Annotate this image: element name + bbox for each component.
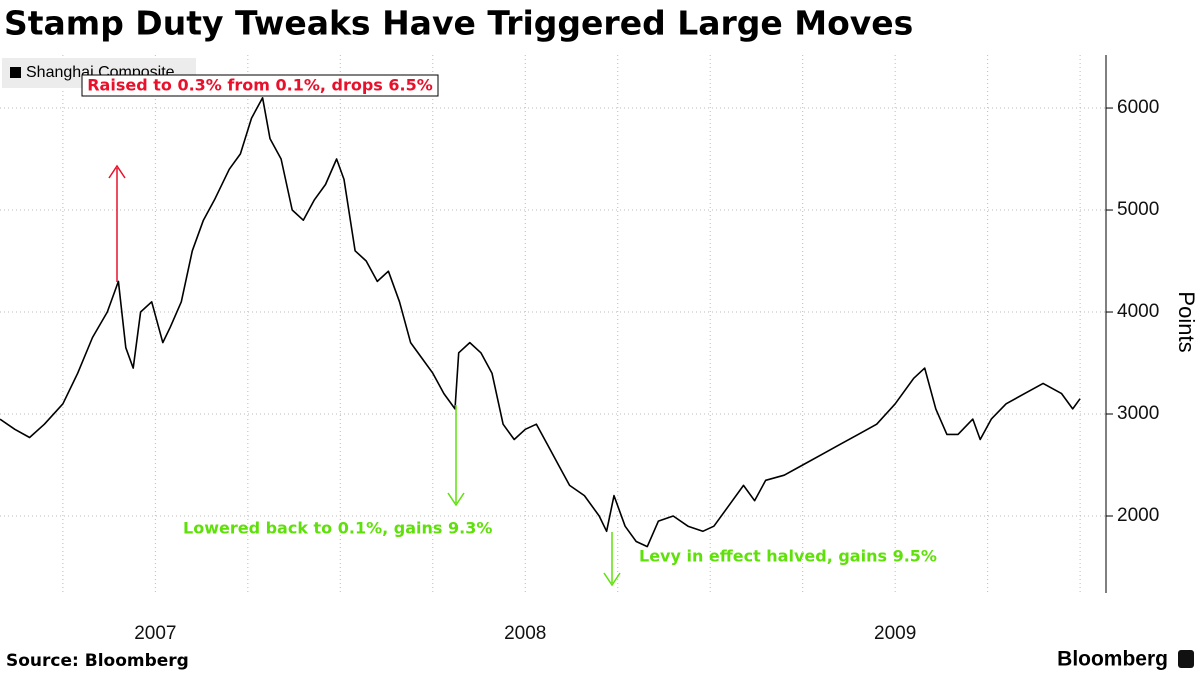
y-tick-label: 2000	[1117, 505, 1159, 526]
brand: Bloomberg	[1057, 648, 1168, 671]
arrow-head	[447, 492, 465, 507]
annotation: Raised to 0.3% from 0.1%, drops 6.5%	[87, 76, 433, 95]
y-axis-label: Points	[1174, 291, 1199, 352]
annotation: Lowered back to 0.1%, gains 9.3%	[183, 519, 492, 538]
y-tick-label: 5000	[1117, 199, 1159, 220]
chart-title: Stamp Duty Tweaks Have Triggered Large M…	[4, 4, 913, 43]
y-tick-label: 4000	[1117, 301, 1159, 322]
x-tick-label: 2009	[874, 623, 916, 644]
arrow-head	[108, 164, 126, 179]
annotation-box	[81, 74, 439, 97]
annotation: Levy in effect halved, gains 9.5%	[639, 547, 937, 566]
series-line	[0, 97, 1081, 548]
x-tick-label: 2008	[504, 623, 546, 644]
arrow-head	[603, 572, 621, 587]
legend-swatch	[10, 67, 21, 78]
y-tick-label: 3000	[1117, 403, 1159, 424]
brand-icon	[1178, 650, 1194, 668]
source: Source: Bloomberg	[6, 651, 189, 671]
y-tick-label: 6000	[1117, 97, 1159, 118]
x-tick-label: 2007	[134, 623, 176, 644]
